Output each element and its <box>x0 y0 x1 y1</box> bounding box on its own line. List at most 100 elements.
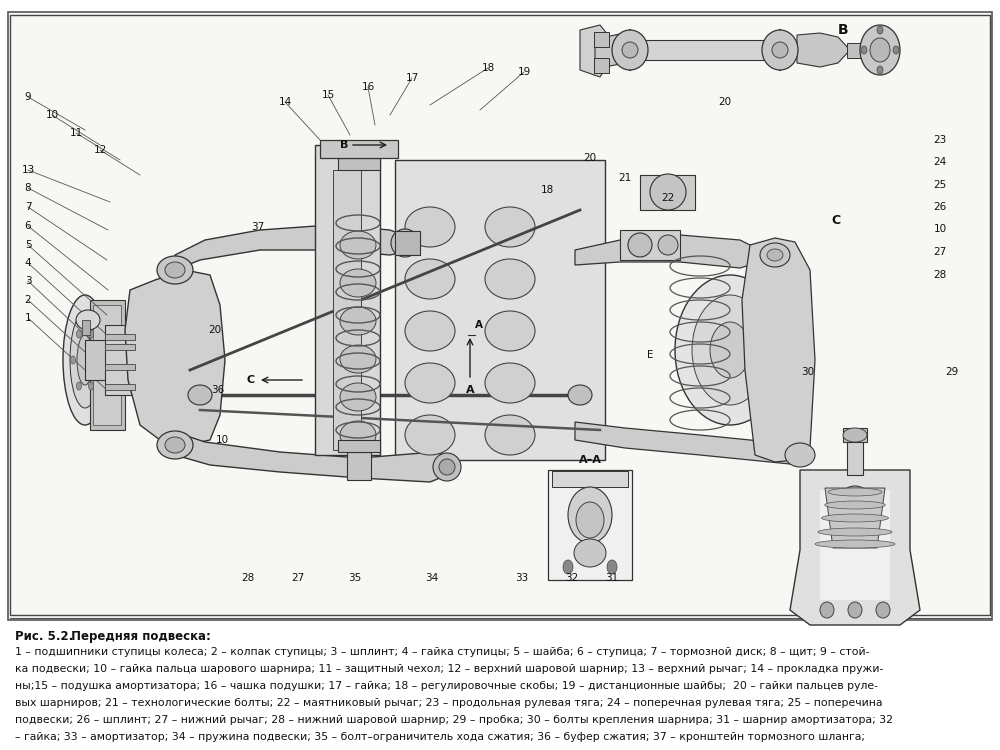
Bar <box>105 334 135 340</box>
Bar <box>395 231 420 255</box>
Bar <box>594 58 609 73</box>
Ellipse shape <box>658 235 678 255</box>
Text: 17: 17 <box>405 73 419 83</box>
Ellipse shape <box>622 42 638 58</box>
Ellipse shape <box>405 259 455 299</box>
Text: В: В <box>340 140 348 150</box>
Ellipse shape <box>77 335 93 385</box>
Ellipse shape <box>710 322 750 378</box>
Bar <box>105 344 135 350</box>
Text: 1: 1 <box>25 313 31 323</box>
Ellipse shape <box>822 514 889 522</box>
Text: А–А: А–А <box>579 455 601 465</box>
Text: 13: 13 <box>21 165 35 175</box>
Text: 35: 35 <box>348 573 362 583</box>
Bar <box>105 364 135 370</box>
Text: 21: 21 <box>618 173 632 183</box>
Ellipse shape <box>405 363 455 403</box>
Ellipse shape <box>650 174 686 210</box>
Bar <box>105 384 135 390</box>
Bar <box>10 15 990 615</box>
Bar <box>315 145 380 455</box>
Ellipse shape <box>439 459 455 475</box>
Ellipse shape <box>485 259 535 299</box>
Ellipse shape <box>876 602 890 618</box>
Ellipse shape <box>563 560 573 574</box>
Bar <box>8 12 992 620</box>
Polygon shape <box>797 33 850 67</box>
Ellipse shape <box>612 30 648 70</box>
Polygon shape <box>742 238 815 462</box>
Text: 15: 15 <box>321 90 335 100</box>
Ellipse shape <box>340 383 376 411</box>
Ellipse shape <box>848 602 862 618</box>
Text: 20: 20 <box>583 153 597 163</box>
Ellipse shape <box>877 26 883 34</box>
Ellipse shape <box>88 330 94 338</box>
Text: 31: 31 <box>605 573 619 583</box>
Text: Передняя подвеска:: Передняя подвеска: <box>67 630 211 643</box>
Text: ны;15 – подушка амортизатора; 16 – чашка подушки; 17 – гайка; 18 – регулировочны: ны;15 – подушка амортизатора; 16 – чашка… <box>15 681 878 691</box>
Bar <box>90 300 125 430</box>
Ellipse shape <box>340 269 376 297</box>
Text: – гайка; 33 – амортизатор; 34 – пружина подвески; 35 – болт–ограничитель хода сж: – гайка; 33 – амортизатор; 34 – пружина … <box>15 732 865 742</box>
Bar <box>82 320 90 335</box>
Ellipse shape <box>861 46 867 54</box>
Text: 22: 22 <box>661 193 675 203</box>
Ellipse shape <box>188 385 212 405</box>
Text: 20: 20 <box>718 97 732 107</box>
Text: 32: 32 <box>565 573 579 583</box>
Text: 37: 37 <box>251 222 265 232</box>
Bar <box>640 175 695 210</box>
Polygon shape <box>575 422 810 465</box>
Ellipse shape <box>485 311 535 351</box>
Text: 14: 14 <box>278 97 292 107</box>
Ellipse shape <box>893 46 899 54</box>
Text: 9: 9 <box>25 92 31 102</box>
Bar <box>847 43 862 58</box>
Ellipse shape <box>76 310 100 330</box>
Text: 8: 8 <box>25 183 31 193</box>
Text: 34: 34 <box>425 573 439 583</box>
Ellipse shape <box>843 498 867 526</box>
Polygon shape <box>595 33 625 67</box>
Polygon shape <box>175 225 415 270</box>
Ellipse shape <box>818 528 892 536</box>
Polygon shape <box>125 270 225 445</box>
Ellipse shape <box>767 249 783 261</box>
Text: С: С <box>247 375 255 385</box>
Text: А: А <box>466 385 474 395</box>
Text: 10: 10 <box>933 224 947 234</box>
Bar <box>548 470 632 580</box>
Ellipse shape <box>485 415 535 455</box>
Polygon shape <box>575 235 760 268</box>
Text: 28: 28 <box>241 573 255 583</box>
Ellipse shape <box>870 38 890 62</box>
Polygon shape <box>580 25 608 77</box>
Ellipse shape <box>815 540 895 548</box>
Ellipse shape <box>157 256 193 284</box>
Text: 12: 12 <box>93 145 107 155</box>
Bar <box>594 32 609 47</box>
Ellipse shape <box>607 560 617 574</box>
Text: 18: 18 <box>540 185 554 195</box>
Ellipse shape <box>825 501 885 509</box>
Ellipse shape <box>877 66 883 74</box>
Text: 20: 20 <box>208 325 222 335</box>
Ellipse shape <box>157 431 193 459</box>
Text: 18: 18 <box>481 63 495 73</box>
Bar <box>645 40 775 60</box>
Text: подвески; 26 – шплинт; 27 – нижний рычаг; 28 – нижний шаровой шарнир; 29 – пробк: подвески; 26 – шплинт; 27 – нижний рычаг… <box>15 715 893 725</box>
Ellipse shape <box>692 295 768 405</box>
Ellipse shape <box>340 307 376 335</box>
Text: 29: 29 <box>945 367 959 377</box>
Text: E: E <box>647 350 653 360</box>
Text: Рис. 5.2.: Рис. 5.2. <box>15 630 73 643</box>
Text: ка подвески; 10 – гайка пальца шарового шарнира; 11 – защитный чехол; 12 – верхн: ка подвески; 10 – гайка пальца шарового … <box>15 664 883 674</box>
Text: 25: 25 <box>933 180 947 190</box>
Bar <box>105 325 135 395</box>
Ellipse shape <box>63 295 107 425</box>
Ellipse shape <box>76 382 82 390</box>
Text: 19: 19 <box>517 67 531 77</box>
Ellipse shape <box>165 262 185 278</box>
